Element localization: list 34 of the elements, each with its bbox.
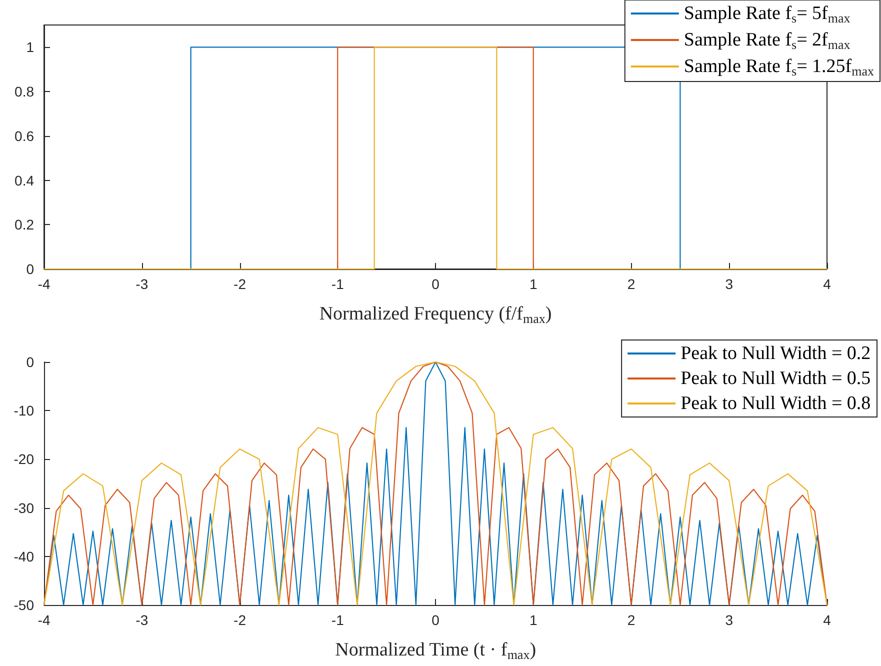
legend-label: Peak to Null Width = 0.5 [680, 368, 871, 389]
x-tick-label: -1 [331, 276, 344, 292]
x-tick-label: 1 [529, 276, 538, 292]
x-tick-label: 1 [529, 612, 538, 628]
x-tick-label: 4 [823, 276, 832, 292]
y-tick-label: 0 [26, 261, 34, 277]
y-tick-label: -30 [14, 500, 34, 516]
x-tick-label: -2 [234, 612, 246, 628]
x-tick-label: 2 [627, 276, 636, 292]
y-tick-label: -40 [14, 548, 34, 564]
x-tick-label: 3 [725, 276, 734, 292]
legend-label: Peak to Null Width = 0.2 [680, 343, 871, 364]
x-tick-label: -2 [234, 276, 246, 292]
x-tick-label: 3 [725, 612, 734, 628]
x-tick-label: 0 [432, 276, 440, 292]
y-tick-label: 0.8 [14, 84, 34, 100]
y-tick-label: 0.4 [14, 172, 34, 188]
x-tick-label: 4 [823, 612, 832, 628]
line-series [43, 361, 828, 606]
legend-label: Peak to Null Width = 0.8 [680, 393, 871, 414]
x-tick-label: 0 [432, 612, 440, 628]
y-tick-label: -10 [14, 402, 34, 419]
x-tick-label: -4 [38, 612, 50, 628]
y-tick-label: 0.2 [14, 216, 34, 233]
y-tick-label: 1 [26, 39, 34, 56]
y-tick-label: 0.6 [14, 128, 34, 144]
x-tick-label: -3 [136, 276, 148, 292]
x-tick-label: -3 [136, 612, 148, 628]
y-tick-label: -20 [14, 451, 34, 468]
x-tick-label: 2 [627, 612, 636, 628]
x-tick-label: -1 [331, 612, 344, 628]
x-tick-label: -4 [38, 276, 50, 292]
y-tick-label: -50 [14, 597, 34, 613]
y-tick-label: 0 [26, 354, 34, 370]
